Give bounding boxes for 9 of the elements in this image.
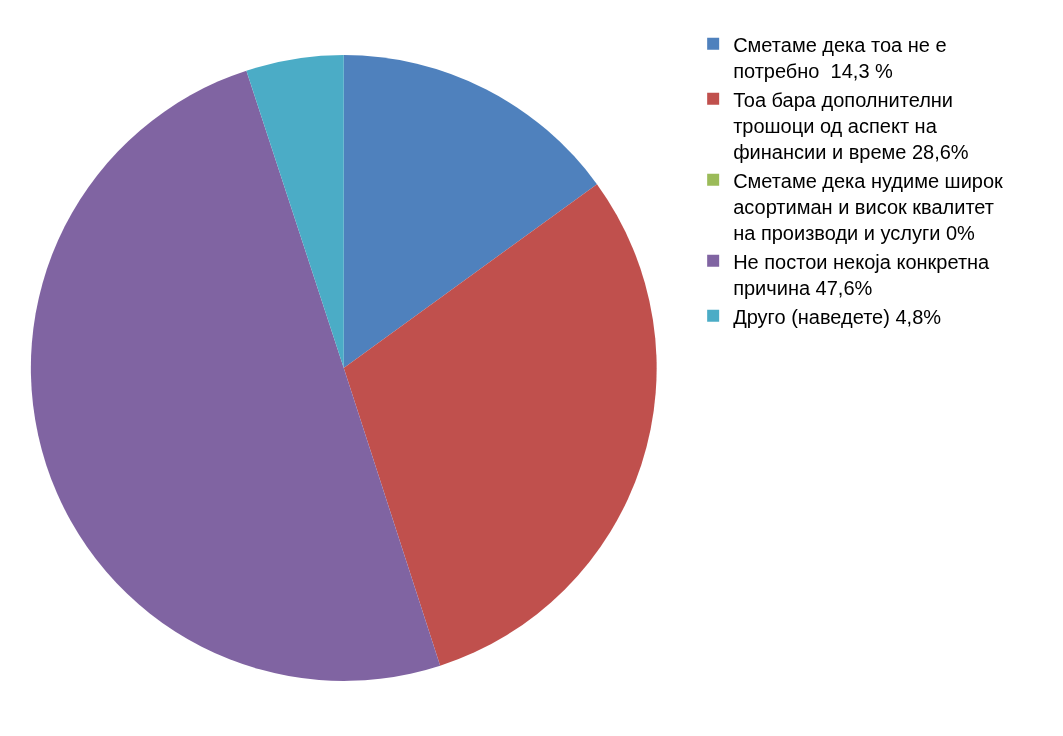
legend-label: Сметаме дека нудиме широк асортиман и висок квалитет на производи и услуги 0% xyxy=(733,169,1004,244)
legend-label: Тоа бара дополнителни трошоци од аспект на финансии и време 28,6% xyxy=(733,88,969,163)
legend-label: Сметаме дека тоа не е потребно 14,3 % xyxy=(733,33,947,82)
pie-slice xyxy=(343,55,597,368)
legend-label: Не постои некоја конкретна причина 47,6% xyxy=(733,250,991,299)
legend-label: Друго (наведете) 4,8% xyxy=(733,305,942,328)
pie-slice xyxy=(246,55,344,368)
pie-slice xyxy=(343,184,657,666)
pie-slice xyxy=(30,70,441,681)
